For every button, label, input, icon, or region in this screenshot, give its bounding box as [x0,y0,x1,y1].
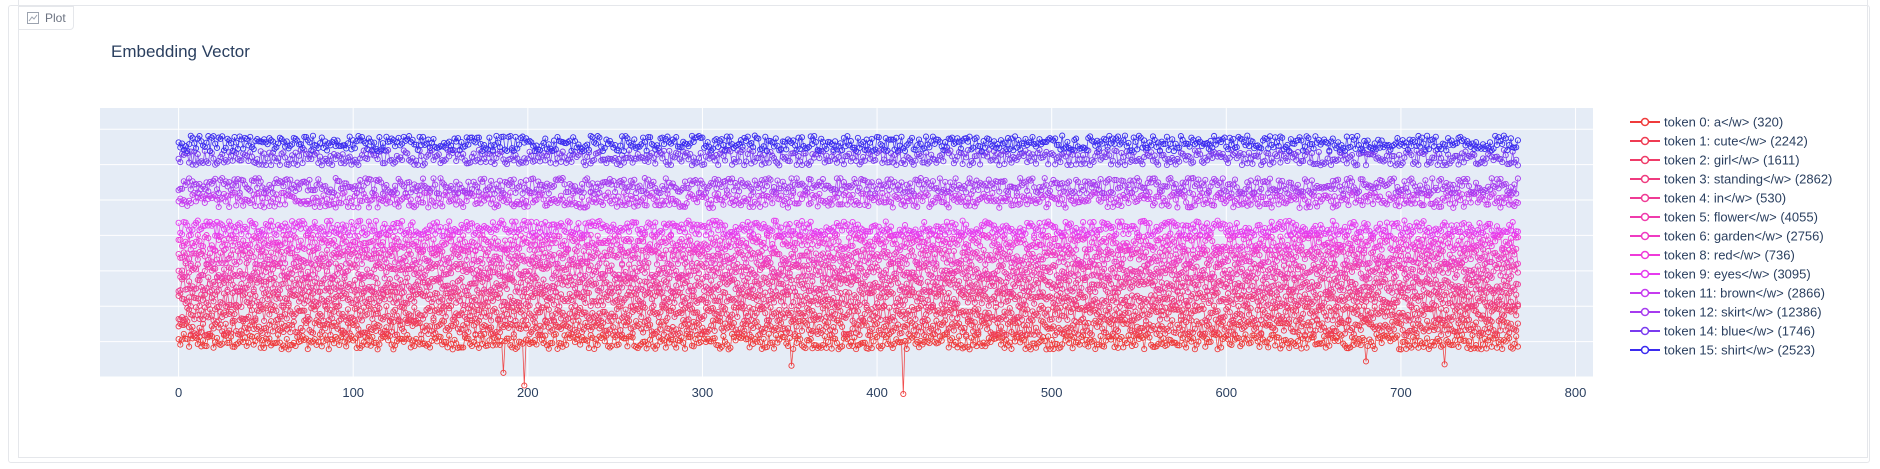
legend-label: token 14: blue</w> (1746) [1664,324,1815,339]
legend-label: token 6: garden</w> (2756) [1664,229,1824,244]
legend-label: token 11: brown</w> (2866) [1664,286,1825,301]
legend-label: token 9: eyes</w> (3095) [1664,267,1811,282]
x-tick-label: 600 [1215,385,1237,400]
legend-item[interactable]: token 2: girl</w> (1611) [1630,153,1800,168]
x-tick-label: 200 [517,385,539,400]
x-tick-label: 700 [1390,385,1412,400]
x-tick-label: 0 [175,385,182,400]
series-12 [175,132,1521,155]
legend-label: token 5: flower</w> (4055) [1664,210,1818,225]
legend-label: token 4: in</w> (530) [1664,191,1786,206]
legend-marker [1640,269,1650,279]
legend-marker [1640,136,1650,146]
series-9 [175,189,1521,211]
series-markers [175,274,1521,296]
x-tick-label: 500 [1041,385,1063,400]
chart-icon [27,12,39,24]
series-markers [175,175,1521,197]
legend-marker [1640,250,1650,260]
legend-label: token 2: girl</w> (1611) [1664,153,1800,168]
legend-item[interactable]: token 14: blue</w> (1746) [1630,324,1815,339]
legend-label: token 1: cute</w> (2242) [1664,134,1808,149]
series-markers [175,132,1521,155]
legend-marker [1640,212,1650,222]
legend-marker [1640,288,1650,298]
legend-label: token 15: shirt</w> (2523) [1664,343,1815,358]
legend: token 0: a</w> (320) token 1: cute</w> (2… [1630,115,1832,358]
x-tick-label: 100 [342,385,364,400]
legend-item[interactable]: token 15: shirt</w> (2523) [1630,343,1815,358]
series-10 [175,175,1521,197]
series-3 [175,288,1521,310]
x-tick-label: 400 [866,385,888,400]
plot-panel [18,0,1868,458]
legend-item[interactable]: token 12: skirt</w> (12386) [1630,305,1822,320]
series-8 [175,217,1521,240]
legend-label: token 8: red</w> (736) [1664,248,1795,263]
legend-item[interactable]: token 1: cute</w> (2242) [1630,134,1808,149]
x-tick-label: 800 [1565,385,1587,400]
series-group [175,132,1521,397]
legend-label: token 0: a</w> (320) [1664,115,1783,130]
legend-marker [1640,193,1650,203]
legend-item[interactable]: token 0: a</w> (320) [1630,115,1783,130]
legend-label: token 12: skirt</w> (12386) [1664,305,1822,320]
x-axis-ticks: 0 100 200 300 400 500 600 700 800 [175,385,1586,400]
series-4 [175,274,1521,296]
series-1 [175,316,1521,339]
legend-marker [1640,174,1650,184]
legend-item[interactable]: token 4: in</w> (530) [1630,191,1786,206]
chart-title: Embedding Vector [111,42,250,61]
legend-marker [1640,307,1650,317]
legend-marker [1640,155,1650,165]
series-markers [175,302,1521,325]
legend-item[interactable]: token 5: flower</w> (4055) [1630,210,1818,225]
legend-label: token 3: standing</w> (2862) [1664,172,1832,187]
plot-tab[interactable]: Plot [18,6,74,30]
legend-marker [1640,326,1650,336]
series-markers [175,189,1521,211]
legend-item[interactable]: token 11: brown</w> (2866) [1630,286,1825,301]
series-markers [175,217,1521,240]
series-markers [175,146,1521,169]
x-tick-label: 300 [692,385,714,400]
legend-item[interactable]: token 8: red</w> (736) [1630,248,1795,263]
plot-tab-label: Plot [45,11,66,25]
legend-item[interactable]: token 6: garden</w> (2756) [1630,229,1824,244]
legend-marker [1640,345,1650,355]
legend-marker [1640,231,1650,241]
legend-marker [1640,117,1650,127]
legend-item[interactable]: token 3: standing</w> (2862) [1630,172,1832,187]
legend-item[interactable]: token 9: eyes</w> (3095) [1630,267,1811,282]
series-11 [175,146,1521,169]
series-markers [175,288,1521,310]
